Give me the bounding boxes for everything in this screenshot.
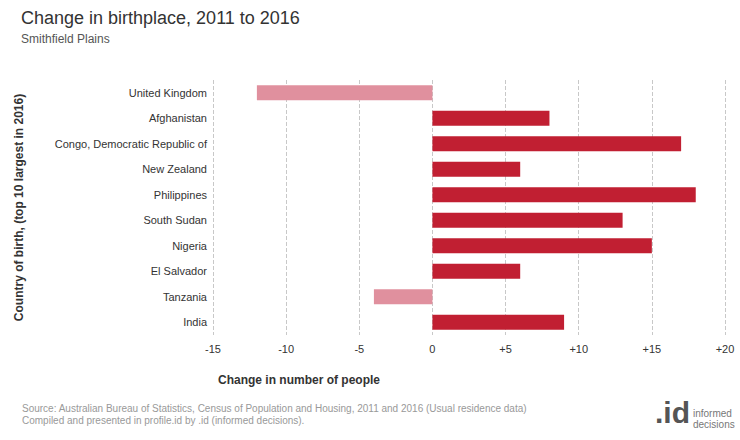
svg-text:informed: informed xyxy=(693,408,732,419)
svg-text:Country of birth, (top 10 larg: Country of birth, (top 10 largest in 201… xyxy=(12,94,26,321)
svg-text:Smithfield Plains: Smithfield Plains xyxy=(21,32,110,46)
svg-text:Afghanistan: Afghanistan xyxy=(149,112,207,124)
svg-text:+20: +20 xyxy=(716,343,735,355)
svg-text:New Zealand: New Zealand xyxy=(142,163,207,175)
svg-text:Philippines: Philippines xyxy=(154,189,208,201)
svg-text:India: India xyxy=(183,316,208,328)
svg-text:-15: -15 xyxy=(205,343,221,355)
svg-text:United Kingdom: United Kingdom xyxy=(129,87,207,99)
svg-text:Change in birthplace, 2011 to: Change in birthplace, 2011 to 2016 xyxy=(21,8,300,28)
svg-text:Congo, Democratic Republic of: Congo, Democratic Republic of xyxy=(55,138,208,150)
svg-text:.id: .id xyxy=(655,396,690,429)
svg-text:El Salvador: El Salvador xyxy=(151,265,208,277)
svg-text:-10: -10 xyxy=(278,343,294,355)
svg-text:Change in number of people: Change in number of people xyxy=(218,373,380,387)
svg-text:+5: +5 xyxy=(499,343,512,355)
svg-text:-5: -5 xyxy=(354,343,364,355)
svg-text:0: 0 xyxy=(429,343,435,355)
svg-text:South Sudan: South Sudan xyxy=(143,214,207,226)
svg-text:Source: Australian Bureau of S: Source: Australian Bureau of Statistics,… xyxy=(22,403,527,414)
svg-text:Tanzania: Tanzania xyxy=(163,291,208,303)
svg-text:+15: +15 xyxy=(643,343,662,355)
svg-text:Nigeria: Nigeria xyxy=(172,240,208,252)
svg-text:decisions: decisions xyxy=(693,419,735,430)
svg-text:+10: +10 xyxy=(569,343,588,355)
svg-text:Compiled and presented in prof: Compiled and presented in profile.id by … xyxy=(22,415,304,426)
